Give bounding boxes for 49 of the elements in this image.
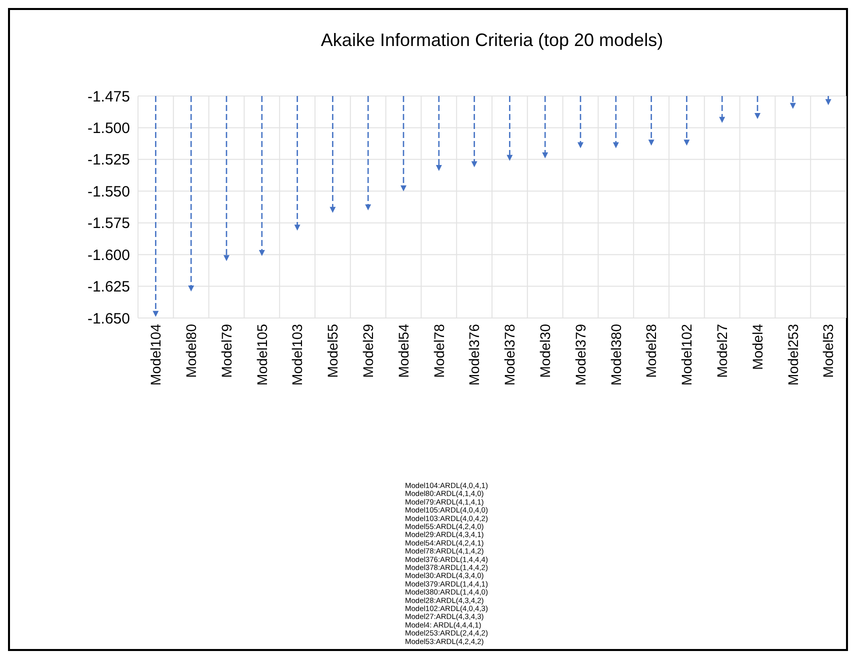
point [436,165,442,172]
x-tick-label: Model29 [360,324,376,378]
y-tick-label: -1.575 [87,215,130,232]
point [684,140,690,146]
x-tick-label: Model378 [502,324,518,386]
point [400,185,406,192]
x-tick-label: Model30 [537,324,553,378]
point [258,250,265,256]
x-tick-label: Model103 [289,324,306,386]
y-tick-label: -1.500 [87,120,130,137]
point [224,255,230,262]
y-tick-label: -1.475 [87,88,130,106]
x-tick-label: Model105 [254,324,270,386]
x-tick-label: Model53 [820,324,836,378]
x-tick-label: Model79 [218,324,234,378]
x-tick-label: Model379 [572,324,588,386]
chart-title: Akaike Information Criteria (top 20 models) [320,30,664,50]
point [506,154,513,161]
point [719,116,726,123]
point [542,152,548,158]
point [365,204,372,210]
point [294,224,300,231]
point [754,113,760,120]
point [790,102,796,109]
y-tick-label: -1.525 [87,152,130,169]
point [152,310,159,317]
x-tick-label: Model80 [183,324,199,378]
point [612,142,619,148]
y-tick-label: -1.650 [87,310,130,328]
x-tick-label: Model54 [395,324,412,378]
x-tick-label: Model55 [324,324,341,378]
x-tick-label: Model27 [714,324,730,378]
point [188,286,194,292]
x-tick-label: Model253 [784,324,801,386]
x-tick-label: Model380 [608,324,624,386]
point [648,140,654,146]
x-tick-label: Model4 [749,324,766,370]
x-tick-label: Model376 [466,324,482,386]
x-tick-label: Model104 [148,324,164,386]
point [578,142,584,148]
y-tick-label: -1.600 [87,246,130,264]
point [825,99,832,106]
point [330,206,336,213]
point [471,161,478,168]
y-tick-label: -1.550 [87,183,130,200]
x-tick-label: Model28 [643,324,660,378]
y-tick-label: -1.625 [87,278,130,296]
x-tick-label: Model78 [430,324,447,378]
x-tick-label: Model102 [678,324,695,386]
